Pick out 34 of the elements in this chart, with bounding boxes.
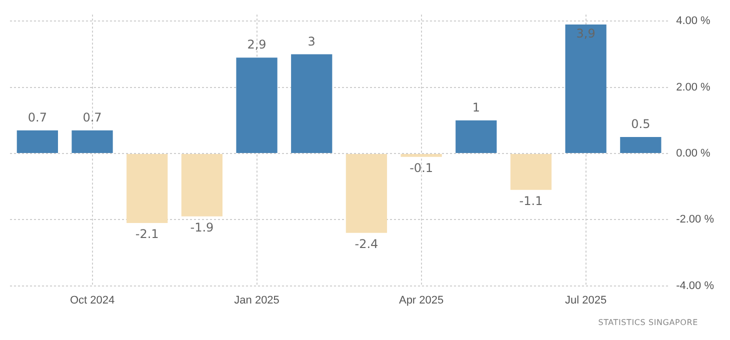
bar bbox=[620, 136, 662, 154]
x-tick-label: Apr 2025 bbox=[398, 294, 444, 306]
bar bbox=[236, 58, 278, 154]
data-label: 1 bbox=[472, 100, 480, 115]
bar bbox=[400, 154, 442, 157]
x-tick-label: Jul 2025 bbox=[565, 294, 607, 306]
bar bbox=[126, 154, 168, 223]
bar bbox=[181, 154, 223, 216]
data-label: 0.5 bbox=[631, 117, 650, 132]
y-tick-label: 0.00 % bbox=[676, 148, 711, 160]
x-tick-label: Jan 2025 bbox=[234, 294, 280, 306]
data-label: 3,9 bbox=[576, 26, 596, 41]
data-label: -1.9 bbox=[190, 220, 214, 234]
data-label: -2.1 bbox=[135, 227, 159, 242]
y-tick-label: -2.00 % bbox=[676, 214, 714, 226]
data-label: 0.7 bbox=[82, 110, 102, 124]
y-tick-label: 2.00 % bbox=[676, 81, 711, 94]
bar bbox=[510, 154, 552, 190]
data-label: 0.7 bbox=[28, 110, 47, 124]
bar bbox=[565, 24, 606, 154]
data-label: -1.1 bbox=[519, 194, 543, 208]
data-label: 3 bbox=[308, 34, 316, 48]
data-label: -0.1 bbox=[410, 160, 434, 175]
x-tick-label: Oct 2024 bbox=[70, 294, 115, 306]
bar bbox=[16, 130, 58, 154]
data-label: -2.4 bbox=[354, 237, 378, 252]
bar bbox=[456, 120, 497, 154]
y-tick-label: 4.00 % bbox=[676, 15, 711, 28]
bar bbox=[346, 154, 388, 233]
bar bbox=[291, 54, 332, 154]
data-label: 2,9 bbox=[247, 38, 266, 52]
y-tick-label: -4.00 % bbox=[676, 280, 714, 292]
text: STATISTICS SINGAPORE bbox=[598, 318, 698, 327]
bar bbox=[72, 130, 113, 154]
